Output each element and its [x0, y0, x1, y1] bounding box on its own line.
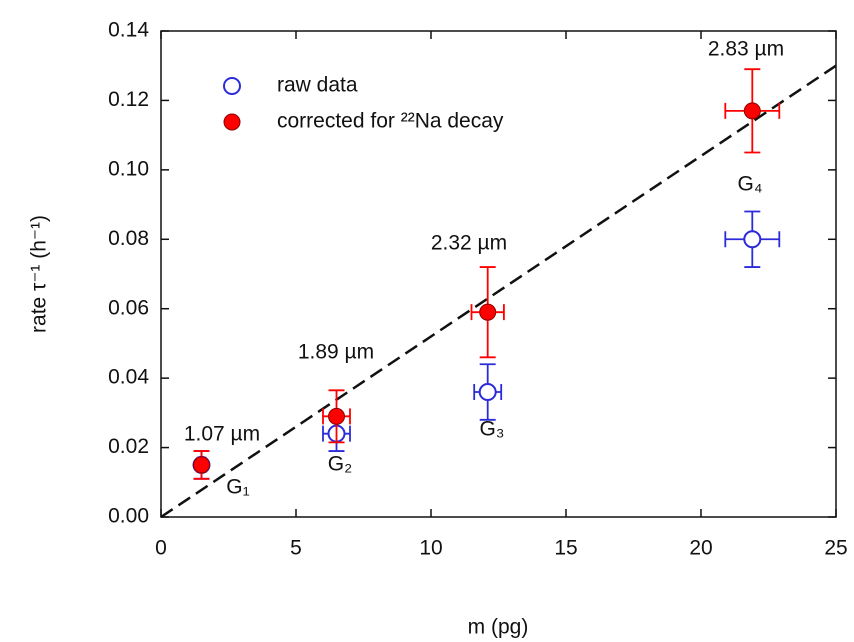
size-annotation: 1.89 µm [298, 341, 374, 364]
plot-frame [160, 30, 837, 518]
legend-label: corrected for ²²Na decay [277, 110, 504, 133]
point [328, 407, 345, 425]
x-axis-label: m (pg) [468, 616, 529, 639]
x-tick-label: 0 [155, 537, 167, 560]
group-label: G₂ [328, 453, 353, 476]
point [743, 102, 761, 120]
legend-marker [223, 113, 241, 131]
point [743, 230, 762, 249]
y-tick-label: 0.12 [108, 88, 149, 111]
x-tick-label: 5 [290, 537, 302, 560]
x-tick-label: 20 [689, 537, 712, 560]
fit-line [160, 64, 837, 519]
y-tick-label: 0.08 [108, 227, 149, 250]
y-tick-label: 0.14 [108, 19, 149, 42]
point [193, 456, 210, 474]
group-label: G₁ [226, 476, 249, 499]
y-tick-label: 0.00 [108, 505, 149, 528]
size-annotation: 2.32 µm [431, 232, 507, 255]
legend-marker [223, 77, 241, 95]
x-tick-label: 15 [554, 537, 577, 560]
group-label: G₃ [480, 418, 505, 441]
x-tick-label: 10 [419, 537, 442, 560]
y-tick-label: 0.10 [108, 157, 149, 180]
y-axis-label: rate τ⁻¹ (h⁻¹) [28, 215, 51, 333]
legend-label: raw data [277, 74, 358, 97]
y-tick-label: 0.04 [108, 366, 149, 389]
size-annotation: 1.07 µm [184, 423, 260, 446]
size-annotation: 2.83 µm [708, 38, 784, 61]
group-label: G₄ [738, 173, 763, 196]
y-tick-label: 0.02 [108, 435, 149, 458]
x-tick-label: 25 [824, 537, 847, 560]
y-tick-label: 0.06 [108, 296, 149, 319]
point [478, 383, 497, 402]
point [479, 303, 497, 321]
